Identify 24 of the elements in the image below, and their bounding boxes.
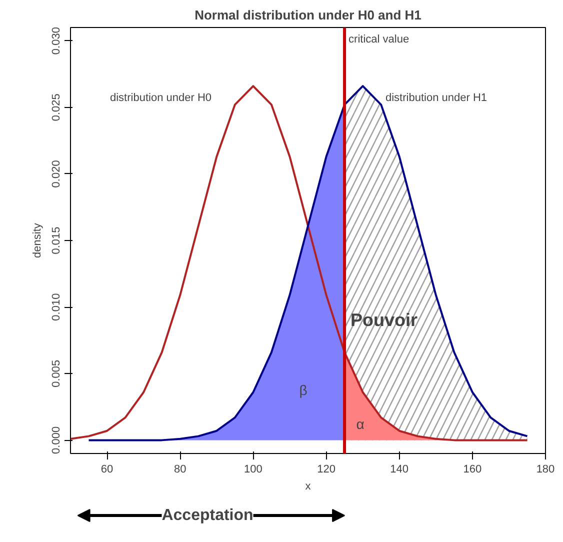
y-tick-label: 0.025 — [50, 94, 62, 122]
x-tick-label: 80 — [174, 464, 186, 476]
text: Acceptation — [162, 507, 254, 524]
annotation: Pouvoir — [350, 310, 418, 330]
annotation: distribution under H1 — [386, 92, 488, 104]
ref-line-label: critical value — [348, 34, 410, 46]
annotation: β — [299, 382, 308, 398]
x-axis-title: x — [305, 480, 312, 492]
y-tick-label: 0.020 — [50, 160, 62, 188]
y-tick-label: 0.000 — [50, 426, 62, 454]
x-tick-label: 160 — [463, 464, 482, 476]
x-tick-label: 60 — [100, 464, 114, 476]
y-tick-label: 0.005 — [50, 360, 62, 388]
y-tick-label: 0.030 — [50, 27, 62, 55]
x-tick-label: 120 — [317, 464, 336, 476]
chart-title: Normal distribution under H0 and H1 — [194, 8, 422, 22]
x-tick-label: 180 — [536, 464, 555, 476]
x-tick-label: 100 — [244, 464, 262, 476]
x-tick-label: 140 — [390, 464, 409, 476]
y-axis-title: density — [32, 222, 44, 258]
annotation: α — [356, 416, 364, 432]
y-tick-label: 0.015 — [50, 226, 62, 254]
y-tick-label: 0.010 — [50, 293, 62, 321]
annotation: distribution under H0 — [110, 92, 212, 104]
